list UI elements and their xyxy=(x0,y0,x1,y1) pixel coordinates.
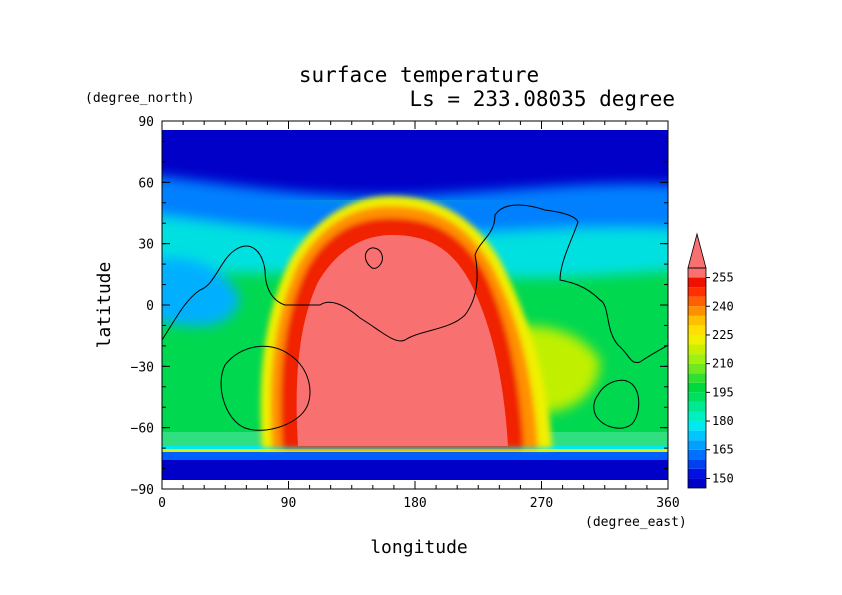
outline-island xyxy=(364,247,383,269)
y-tick-label: 0 xyxy=(146,299,154,314)
colorbar-label: 180 xyxy=(712,414,734,428)
colorbar-frame xyxy=(687,267,707,489)
colorbar-swatch xyxy=(688,421,706,431)
colorbar-extend-arrow xyxy=(687,232,707,269)
colorbar-swatch xyxy=(688,277,706,288)
colorbar-swatch xyxy=(688,334,706,345)
colorbar-swatch xyxy=(688,287,706,297)
colorbar-label: 225 xyxy=(712,328,734,342)
colorbar-label: 255 xyxy=(712,271,734,285)
y-tick-label: −60 xyxy=(131,422,154,437)
colorbar-swatch xyxy=(688,392,706,402)
chart-subtitle: Ls = 233.08035 degree xyxy=(409,87,675,111)
colorbar-label: 195 xyxy=(712,385,734,399)
colorbar-swatch xyxy=(688,325,706,335)
continent-outline xyxy=(162,204,668,431)
colorbar-swatch xyxy=(688,354,706,364)
x-tick-label: 360 xyxy=(656,496,679,511)
x-tick-label: 0 xyxy=(158,496,166,511)
colorbar-label: 210 xyxy=(712,357,734,371)
x-tick-label: 90 xyxy=(281,496,297,511)
y-tick-label: −90 xyxy=(131,483,154,498)
x-unit-label: (degree_east) xyxy=(585,515,687,530)
south-cap xyxy=(162,460,668,480)
y-unit-label: (degree_north) xyxy=(85,91,195,106)
x-axis-ticks: 0 90 180 270 360 xyxy=(158,121,680,511)
colorbar-swatch xyxy=(688,382,706,393)
x-axis-label: longitude xyxy=(370,537,468,558)
chart-title: surface temperature xyxy=(299,63,539,87)
colorbar: 150 165 180 195 210 225 240 255 xyxy=(687,232,734,489)
colorbar-swatch xyxy=(688,315,706,326)
y-axis-ticks: 90 60 30 0 −30 −60 −90 xyxy=(131,115,668,498)
colorbar-swatch xyxy=(688,468,706,479)
outline-south-left xyxy=(220,345,311,431)
south-band-yellow xyxy=(162,449,668,452)
colorbar-swatch xyxy=(688,401,706,412)
colorbar-label: 240 xyxy=(712,299,734,313)
colorbar-swatch xyxy=(688,411,706,422)
colorbar-swatch xyxy=(688,268,706,278)
y-axis-label: latitude xyxy=(94,262,115,349)
colorbar-swatch xyxy=(688,430,706,441)
colorbar-swatch xyxy=(688,459,706,469)
colorbar-label: 165 xyxy=(712,443,734,457)
colorbar-swatch xyxy=(688,296,706,307)
colorbar-swatch xyxy=(688,440,706,450)
colorbar-swatch xyxy=(688,449,706,460)
colorbar-swatch xyxy=(688,478,706,488)
y-tick-label: −30 xyxy=(131,360,154,375)
y-tick-label: 30 xyxy=(138,238,154,253)
colorbar-swatch xyxy=(688,363,706,374)
colorbar-label: 150 xyxy=(712,471,734,485)
y-tick-label: 90 xyxy=(138,115,154,130)
colorbar-swatch xyxy=(688,373,706,383)
colorbar-swatch xyxy=(688,344,706,355)
outline-main xyxy=(162,204,668,364)
outline-south-right xyxy=(593,380,640,429)
x-tick-label: 180 xyxy=(403,496,426,511)
y-tick-label: 60 xyxy=(138,176,154,191)
temperature-field xyxy=(162,130,668,480)
south-band-blue xyxy=(162,452,668,460)
colorbar-swatch xyxy=(688,306,706,316)
x-tick-label: 270 xyxy=(530,496,553,511)
